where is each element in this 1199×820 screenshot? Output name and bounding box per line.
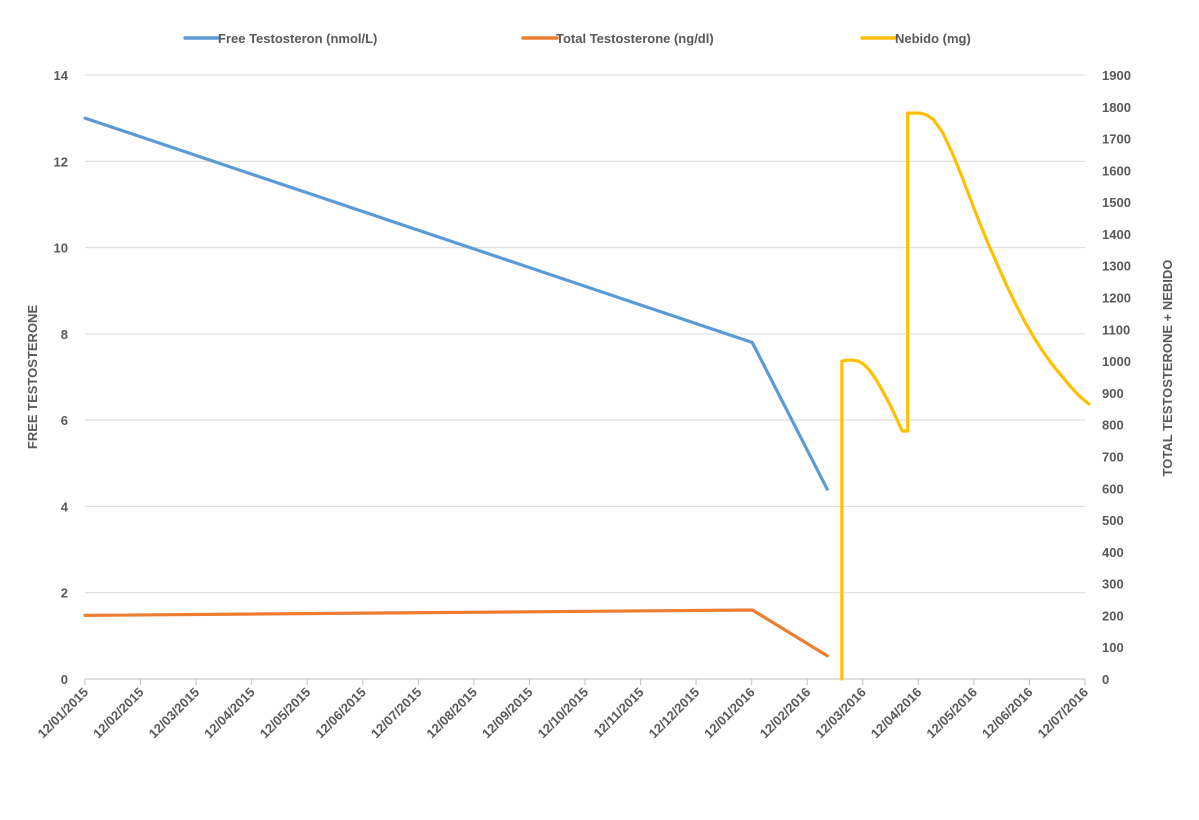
right-y-tick-label: 200 <box>1102 608 1124 623</box>
left-y-tick-label: 2 <box>61 586 68 601</box>
x-tick-label: 12/05/2015 <box>257 685 314 742</box>
right-y-tick-label: 1500 <box>1102 195 1131 210</box>
left-y-tick-label: 8 <box>61 327 68 342</box>
x-tick-label: 12/02/2016 <box>757 685 814 742</box>
x-tick-label: 12/08/2015 <box>423 685 480 742</box>
right-y-axis-title: TOTAL TESTOSTERONE + NEBIDO <box>1160 260 1175 477</box>
right-y-tick-label: 300 <box>1102 577 1124 592</box>
right-y-tick-label: 1800 <box>1102 100 1131 115</box>
left-y-tick-label: 12 <box>54 154 68 169</box>
legend-label: Free Testosteron (nmol/L) <box>218 31 377 46</box>
right-y-tick-label: 500 <box>1102 513 1124 528</box>
x-tick-label: 12/06/2015 <box>312 685 369 742</box>
x-tick-label: 12/11/2015 <box>591 685 647 741</box>
left-y-tick-label: 14 <box>54 68 69 83</box>
x-tick-label: 12/01/2016 <box>701 685 758 742</box>
left-y-tick-label: 10 <box>54 241 68 256</box>
series-lines <box>83 111 1091 681</box>
x-tick-label: 12/03/2015 <box>146 685 203 742</box>
x-tick-label: 12/04/2016 <box>868 685 925 742</box>
x-tick-label: 12/02/2015 <box>90 685 147 742</box>
right-y-tick-label: 1400 <box>1102 227 1131 242</box>
left-y-tick-label: 6 <box>61 413 68 428</box>
right-y-tick-label: 1600 <box>1102 163 1131 178</box>
right-y-tick-label: 100 <box>1102 640 1124 655</box>
right-y-tick-label: 1700 <box>1102 132 1131 147</box>
x-tick-label: 12/04/2015 <box>201 685 258 742</box>
series-line-free-testosteron-nmol-l <box>83 116 829 491</box>
right-y-tick-label: 1100 <box>1102 322 1130 337</box>
x-tick-label: 12/07/2015 <box>368 685 425 742</box>
right-y-tick-label: 700 <box>1102 449 1124 464</box>
legend-label: Nebido (mg) <box>895 31 971 46</box>
legend-label: Total Testosterone (ng/dl) <box>556 31 714 46</box>
right-y-tick-label: 900 <box>1102 386 1124 401</box>
right-y-tick-label: 1300 <box>1102 259 1131 274</box>
x-tick-label: 12/03/2016 <box>812 685 869 742</box>
gridlines <box>85 74 1085 680</box>
x-tick-label: 12/09/2015 <box>479 685 536 742</box>
left-y-tick-label: 4 <box>61 499 69 514</box>
x-tick-label: 12/12/2015 <box>646 685 703 742</box>
right-y-tick-label: 0 <box>1102 672 1109 687</box>
right-y-tick-label: 1000 <box>1102 354 1131 369</box>
series-line-total-testosterone-ng-dl <box>83 608 829 658</box>
x-tick-label: 12/10/2015 <box>534 685 591 742</box>
right-y-tick-label: 1200 <box>1102 291 1131 306</box>
x-tick-label: 12/01/2015 <box>34 685 91 742</box>
x-tick-label: 12/06/2016 <box>979 685 1036 742</box>
right-y-tick-label: 1900 <box>1102 68 1131 83</box>
right-y-tick-label: 600 <box>1102 481 1124 496</box>
right-y-tick-label: 400 <box>1102 545 1124 560</box>
x-tick-label: 12/05/2016 <box>923 685 980 742</box>
legend: Free Testosteron (nmol/L) Total Testoster… <box>183 31 971 46</box>
series-line-nebido-mg <box>840 111 1091 681</box>
right-y-tick-label: 800 <box>1102 418 1124 433</box>
left-y-axis-title: FREE TESTOSTERONE <box>25 305 40 450</box>
x-tick-label: 12/07/2016 <box>1034 685 1091 742</box>
right-y-axis-ticks: 0 100 200 300 400 500 600 700 800 900 1000 1100 1200… <box>1102 68 1131 687</box>
x-axis-ticks: 12/01/201512/02/201512/03/201512/04/2015… <box>34 679 1091 741</box>
left-y-tick-label: 0 <box>61 672 68 687</box>
left-y-axis-ticks: 0 2 4 6 8 10 12 14 <box>54 68 69 687</box>
